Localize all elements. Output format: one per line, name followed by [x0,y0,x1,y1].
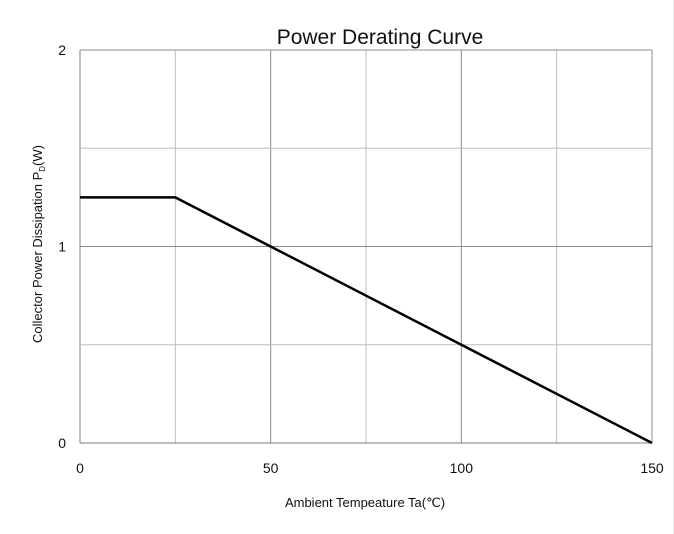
y-tick-label: 1 [58,239,66,255]
y-tick-label: 0 [58,435,66,451]
y-axis-label-suffix: (W) [30,145,45,166]
chart-title: Power Derating Curve [277,26,484,49]
x-tick-label: 0 [76,460,84,476]
x-tick-label: 100 [450,460,474,476]
y-axis-label-subscript: D [38,166,47,172]
y-tick-label: 2 [58,42,66,58]
grid [79,49,653,444]
tick-labels: 0 50 100 150 0 1 2 [58,42,664,476]
x-tick-label: 150 [640,460,664,476]
x-tick-label: 50 [263,460,279,476]
y-axis-label: Collector Power Dissipation PD(W) [30,145,47,343]
x-axis-label: Ambient Tempeature Ta(℃) [285,495,445,510]
series-layer [79,196,653,445]
y-axis-label-prefix: Collector Power Dissipation P [30,172,45,343]
